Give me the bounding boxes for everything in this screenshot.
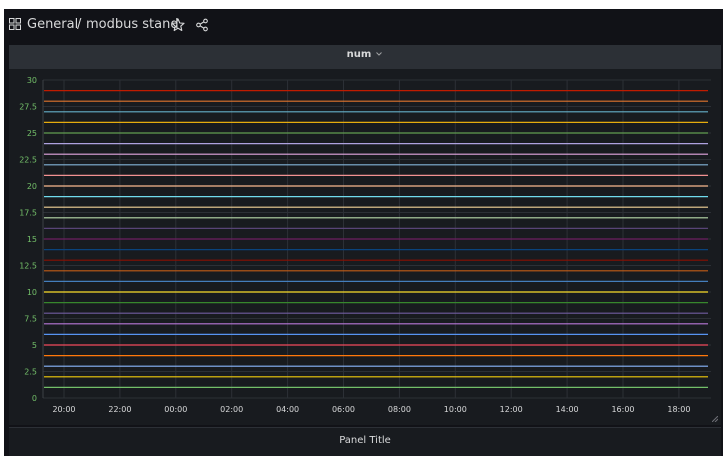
x-tick-label: 12:00 [500,405,523,414]
x-tick-label: 14:00 [556,405,579,414]
x-tick-label: 18:00 [667,405,690,414]
panel-title-wrap: num [9,49,721,60]
x-tick-label: 04:00 [276,405,299,414]
y-tick-label: 17.5 [19,209,37,218]
dashboard-title[interactable]: modbus stand [86,17,179,32]
dashboard-app: General / modbus stand num 0 2.5 5 7.5 10 12.… [4,9,723,456]
y-tick-label: 10 [27,288,37,297]
top-navbar: General / modbus stand [4,9,723,43]
y-tick-label: 25 [27,129,37,138]
breadcrumb-folder[interactable]: General [27,17,79,32]
dashboard-grid-icon[interactable] [9,18,21,30]
panel-header[interactable]: num [9,45,721,69]
x-tick-label: 10:00 [444,405,467,414]
y-tick-label: 5 [32,341,37,350]
breadcrumb-separator: / [77,17,82,32]
panel-title-panel: Panel Title [9,427,721,456]
star-icon[interactable] [171,18,185,32]
y-tick-label: 15 [27,235,37,244]
x-tick-label: 02:00 [220,405,243,414]
y-tick-label: 0 [32,394,37,403]
x-tick-label: 06:00 [332,405,355,414]
resize-handle-icon[interactable] [712,416,718,422]
y-tick-label: 27.5 [19,103,37,112]
x-tick-label: 20:00 [52,405,75,414]
time-series-chart: 0 2.5 5 7.5 10 12.5 15 17.5 20 22.5 25 27.5 30 20:00 2… [19,76,711,414]
y-tick-label: 22.5 [19,156,37,165]
x-tick-label: 16:00 [611,405,634,414]
x-tick-label: 22:00 [108,405,131,414]
y-tick-label: 7.5 [24,315,37,324]
x-tick-label: 00:00 [164,405,187,414]
share-icon[interactable] [195,18,209,32]
panel2-title[interactable]: Panel Title [339,435,391,446]
y-tick-label: 12.5 [19,262,37,271]
y-tick-label: 2.5 [24,368,37,377]
chart-area: 0 2.5 5 7.5 10 12.5 15 17.5 20 22.5 25 27.5 30 20:00 2… [9,69,721,425]
panel-num: num 0 2.5 5 7.5 10 12.5 15 17.5 20 22.5 25 27.5 30 20… [9,45,721,425]
chevron-down-icon[interactable] [375,50,383,58]
x-tick-label: 08:00 [388,405,411,414]
y-tick-label: 20 [27,182,37,191]
panel-title[interactable]: num [346,49,372,60]
y-tick-label: 30 [27,76,37,85]
